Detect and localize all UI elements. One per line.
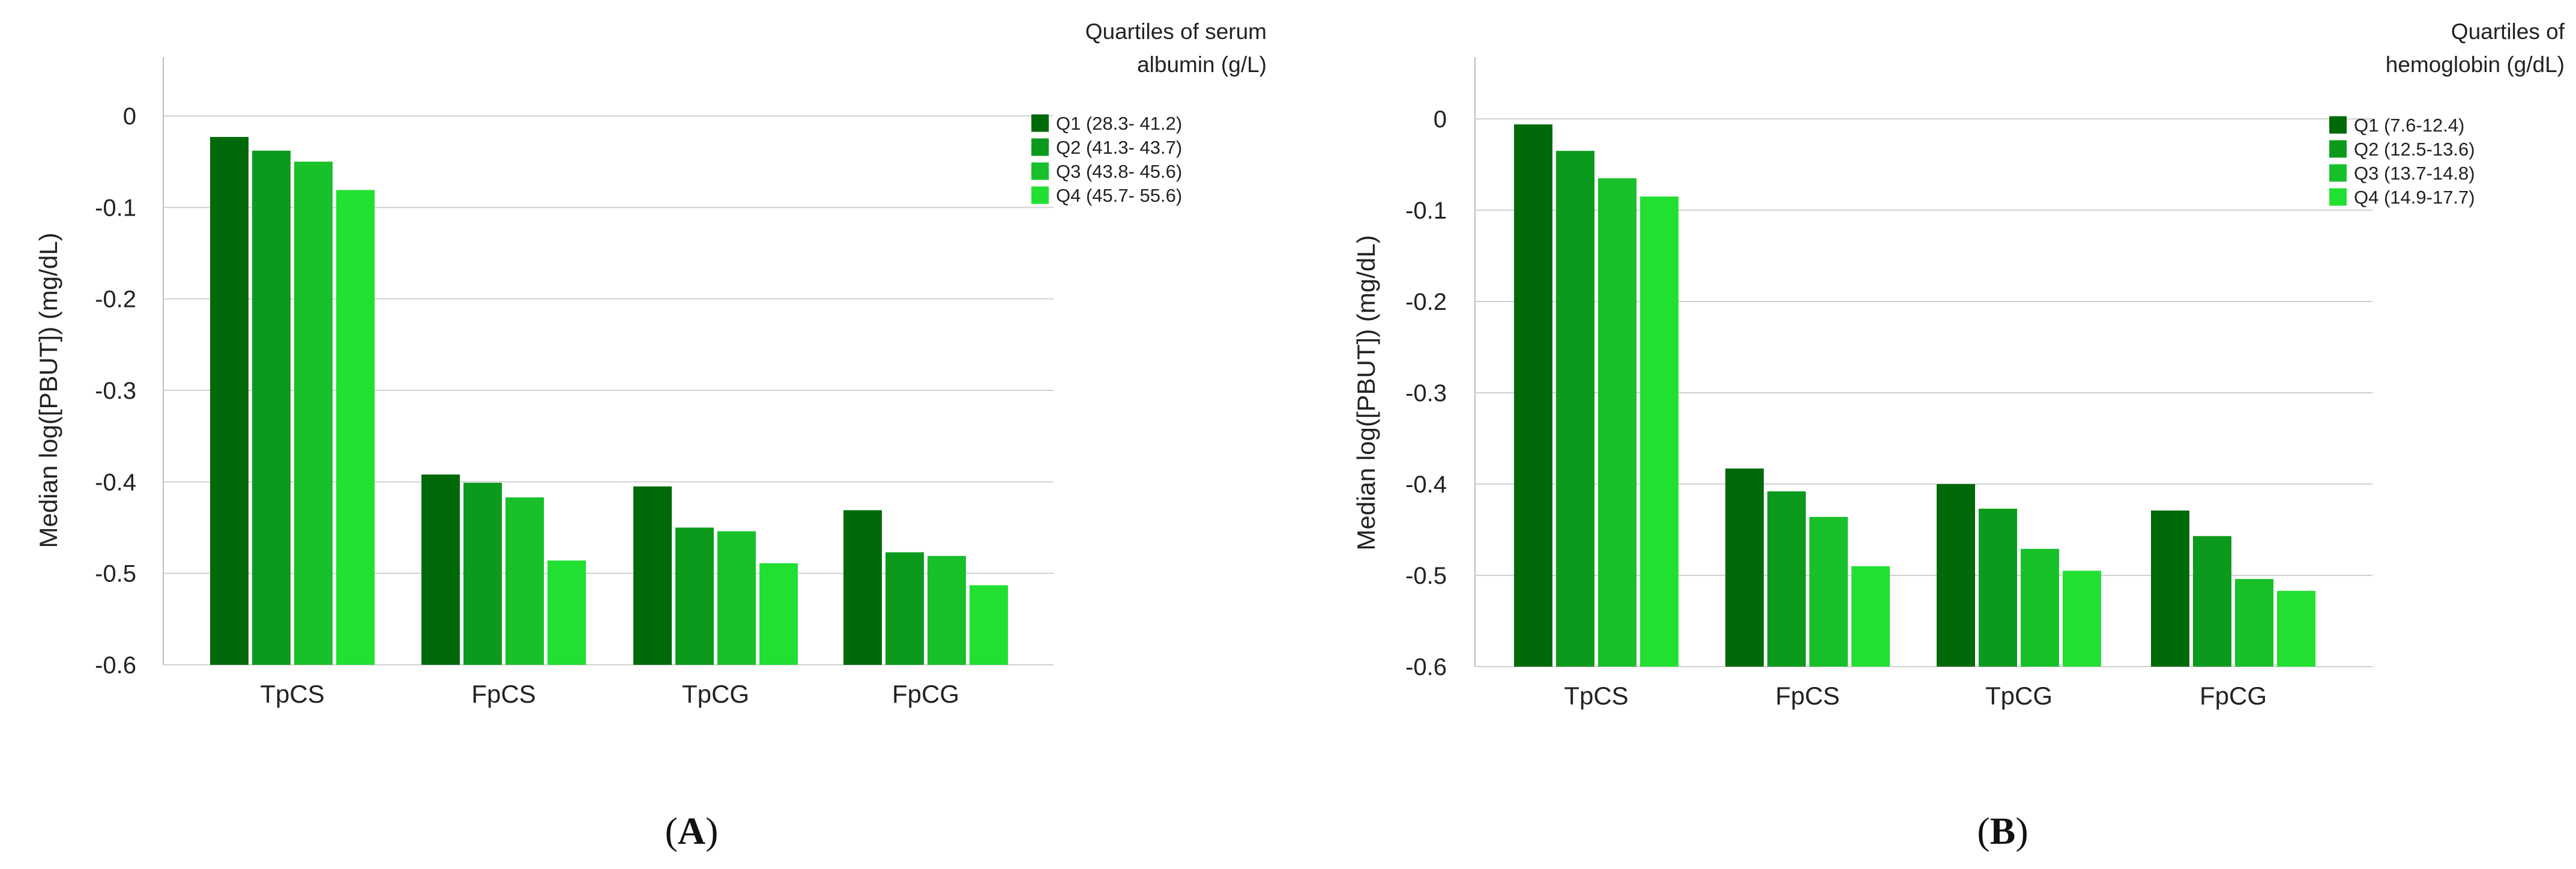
bar-tpcg-q1 <box>633 486 672 665</box>
bar-fpcg-q4 <box>2277 590 2315 667</box>
y-tick-label: -0.4 <box>1405 471 1447 498</box>
bar-fpcs-q3 <box>1809 516 1848 667</box>
bar-tpcs-q3 <box>294 162 333 665</box>
y-tick-label: -0.1 <box>1405 198 1447 224</box>
y-axis-label: Median log([PBUT]) (mg/dL) <box>1352 235 1380 550</box>
bar-fpcs-q2 <box>1767 491 1806 667</box>
legend-swatch <box>1031 186 1049 204</box>
legend-swatch <box>2329 164 2347 182</box>
legend-item: Q4 (14.9-17.7) <box>2354 187 2475 208</box>
x-category-label: TpCS <box>1564 682 1628 710</box>
bar-tpcs-q4 <box>1640 196 1679 667</box>
y-tick-label: -0.6 <box>95 652 136 679</box>
bar-tpcg-q3 <box>717 531 756 665</box>
bar-fpcg-q2 <box>2193 536 2231 667</box>
x-category-label: FpCS <box>471 680 535 708</box>
legend-item: Q1 (28.3- 41.2) <box>1056 113 1182 134</box>
bar-fpcs-q1 <box>421 474 460 665</box>
panel-label: (A) <box>665 810 719 852</box>
bar-fpcg-q3 <box>928 556 966 665</box>
bar-tpcs-q2 <box>1556 151 1594 667</box>
y-tick-label: -0.1 <box>95 195 136 221</box>
legend-swatch <box>1031 162 1049 180</box>
legend-swatch <box>2329 140 2347 158</box>
legend-item: Q4 (45.7- 55.6) <box>1056 185 1182 206</box>
x-category-label: TpCS <box>260 680 324 708</box>
legend-item: Q1 (7.6-12.4) <box>2354 115 2464 136</box>
bar-tpcs-q3 <box>1598 178 1636 667</box>
bar-tpcg-q4 <box>2063 571 2101 667</box>
y-tick-label: -0.3 <box>1405 380 1447 407</box>
x-category-label: FpCG <box>2200 682 2267 710</box>
bar-fpcs-q2 <box>463 482 502 665</box>
legend-item: Q3 (13.7-14.8) <box>2354 163 2475 184</box>
y-axis-label: Median log([PBUT]) (mg/dL) <box>34 232 62 548</box>
bar-fpcg-q1 <box>2151 510 2189 667</box>
bar-fpcg-q2 <box>885 552 924 665</box>
legend-swatch <box>2329 116 2347 134</box>
y-tick-label: -0.2 <box>95 286 136 313</box>
legend-title: albumin (g/L) <box>1137 52 1267 77</box>
bar-tpcg-q2 <box>675 527 714 665</box>
y-tick-label: -0.5 <box>95 561 136 587</box>
y-tick-label: -0.2 <box>1405 289 1447 315</box>
x-category-label: FpCS <box>1775 682 1839 710</box>
y-tick-label: -0.6 <box>1405 654 1447 680</box>
panel-label: (B) <box>1977 810 2028 852</box>
bar-tpcs-q1 <box>1514 124 1552 667</box>
y-tick-label: 0 <box>123 103 136 130</box>
x-category-label: TpCG <box>1985 682 2053 710</box>
chart-panel-a: 0 -0.1 -0.2 -0.3 -0.4 -0.5 -0.6 TpCS FpCS TpCG FpC… <box>34 19 1267 852</box>
chart-panel-b: 0 -0.1 -0.2 -0.3 -0.4 -0.5 -0.6 TpCS FpCS TpCG FpC… <box>1352 19 2565 852</box>
legend-swatch <box>1031 114 1049 132</box>
legend-item: Q2 (41.3- 43.7) <box>1056 137 1182 158</box>
y-tick-label: -0.3 <box>95 378 136 404</box>
bar-fpcs-q4 <box>547 560 586 665</box>
bar-tpcg-q2 <box>1979 509 2017 667</box>
bar-fpcg-q1 <box>843 510 882 665</box>
y-tick-label: -0.5 <box>1405 563 1447 589</box>
bar-fpcs-q4 <box>1851 566 1890 667</box>
bar-tpcs-q4 <box>336 190 375 665</box>
legend-item: Q3 (43.8- 45.6) <box>1056 161 1182 182</box>
x-category-label: TpCG <box>682 680 749 708</box>
bar-tpcg-q4 <box>759 563 798 665</box>
legend-title: Quartiles of <box>2451 19 2565 44</box>
bar-tpcg-q3 <box>2021 548 2059 667</box>
bar-fpcg-q3 <box>2235 579 2273 667</box>
bar-fpcs-q1 <box>1725 468 1764 667</box>
y-tick-label: 0 <box>1434 106 1447 133</box>
legend-title: hemoglobin (g/dL) <box>2386 52 2565 77</box>
bar-fpcs-q3 <box>505 497 544 665</box>
bar-tpcs-q2 <box>252 150 291 665</box>
legend-title: Quartiles of serum <box>1085 19 1267 44</box>
bar-fpcg-q4 <box>970 585 1008 665</box>
legend-item: Q2 (12.5-13.6) <box>2354 139 2475 160</box>
x-category-label: FpCG <box>892 680 959 708</box>
bar-tpcs-q1 <box>210 137 249 665</box>
bar-tpcg-q1 <box>1937 484 1975 667</box>
legend-swatch <box>1031 138 1049 156</box>
legend-swatch <box>2329 188 2347 206</box>
y-tick-label: -0.4 <box>95 469 136 495</box>
